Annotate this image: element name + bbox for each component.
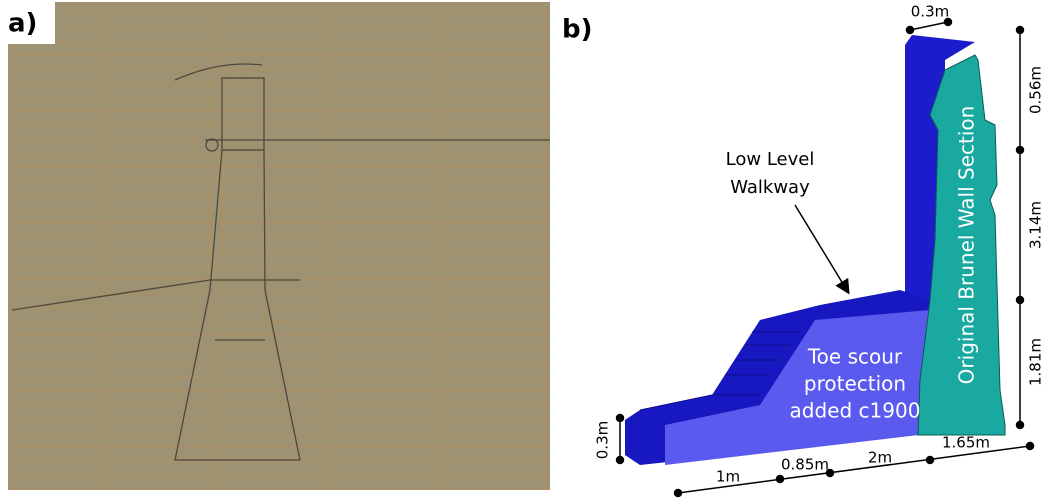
dimension-label: 1.81m	[1027, 338, 1044, 386]
dimension-label: 0.85m	[781, 456, 829, 474]
callout-arrow	[794, 204, 850, 295]
callout: Walkway	[730, 177, 810, 198]
dimension-label: 0.56m	[1027, 66, 1044, 114]
toe-label: Toe scour	[807, 345, 903, 369]
dimension-label: 3.14m	[1027, 201, 1044, 249]
sketch-photo	[8, 2, 550, 490]
label-box	[0, 0, 55, 44]
panel-label: b)	[562, 15, 593, 45]
dimension-label: 2m	[868, 449, 892, 467]
dimension-lines	[615, 17, 1035, 498]
panel-label: a)	[8, 9, 37, 39]
dimension-label: 0.3m	[911, 3, 949, 21]
toe-label: protection	[804, 372, 906, 396]
dimension-label: 1m	[716, 468, 740, 486]
dimension-label: 1.65m	[942, 434, 990, 452]
wall-model	[625, 35, 1006, 465]
callout: Low Level	[726, 149, 815, 170]
toe-label: added c1900	[790, 399, 921, 423]
dimension-label: 0.3m	[594, 421, 612, 459]
wall-label: Original Brunel Wall Section	[955, 106, 979, 385]
